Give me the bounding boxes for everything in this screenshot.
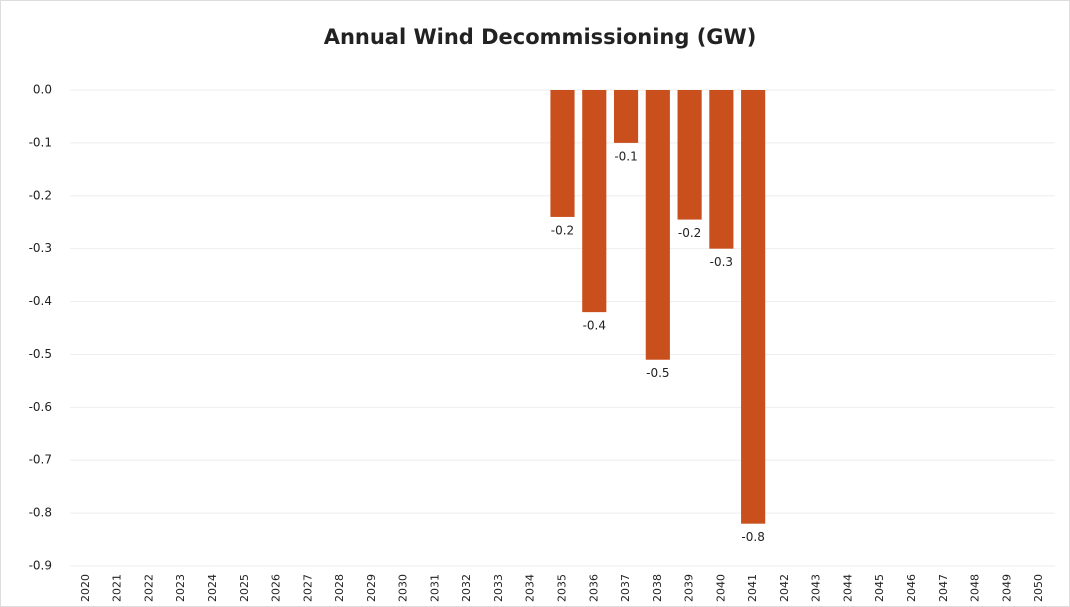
x-tick-label: 2045 xyxy=(873,574,886,602)
y-tick-label: -0.7 xyxy=(29,453,52,467)
x-tick-label: 2032 xyxy=(460,574,473,602)
y-tick-label: -0.6 xyxy=(29,400,52,414)
x-tick-label: 2050 xyxy=(1032,574,1045,602)
x-tick-label: 2033 xyxy=(492,574,505,602)
bar xyxy=(613,90,639,143)
data-label: -0.1 xyxy=(614,149,637,163)
x-tick-label: 2048 xyxy=(969,574,982,602)
x-tick-label: 2047 xyxy=(937,574,950,602)
x-tick-label: 2025 xyxy=(238,574,251,602)
x-tick-label: 2044 xyxy=(841,574,854,602)
data-label: -0.3 xyxy=(710,255,733,269)
x-tick-label: 2022 xyxy=(142,574,155,602)
bar xyxy=(645,90,670,360)
bar xyxy=(582,90,607,313)
x-tick-label: 2030 xyxy=(397,574,410,602)
y-tick-label: -0.2 xyxy=(29,188,52,202)
bar xyxy=(741,90,766,524)
x-tick-label: 2038 xyxy=(651,574,664,602)
y-tick-label: -0.4 xyxy=(29,294,52,308)
x-tick-label: 2023 xyxy=(174,574,187,602)
x-tick-label: 2026 xyxy=(270,574,283,602)
bar xyxy=(709,90,734,249)
x-tick-label: 2036 xyxy=(587,574,600,602)
data-label: -0.2 xyxy=(551,223,574,237)
x-tick-label: 2027 xyxy=(301,574,314,602)
data-label: -0.2 xyxy=(678,226,701,240)
x-tick-label: 2024 xyxy=(206,574,219,602)
data-label: -0.5 xyxy=(646,366,669,380)
x-tick-label: 2028 xyxy=(333,574,346,602)
x-tick-label: 2046 xyxy=(905,574,918,602)
y-tick-label: -0.5 xyxy=(29,347,52,361)
y-tick-label: -0.8 xyxy=(29,506,52,520)
x-tick-label: 2040 xyxy=(714,574,727,602)
x-tick-label: 2049 xyxy=(1000,574,1013,602)
x-tick-label: 2021 xyxy=(111,574,124,602)
x-tick-label: 2031 xyxy=(428,574,441,602)
x-tick-label: 2020 xyxy=(79,574,92,602)
x-tick-label: 2043 xyxy=(810,574,823,602)
data-label: -0.4 xyxy=(583,319,606,333)
data-label: -0.8 xyxy=(741,530,764,544)
x-tick-label: 2042 xyxy=(778,574,791,602)
x-tick-label: 2029 xyxy=(365,574,378,602)
bar xyxy=(550,90,575,217)
x-tick-label: 2037 xyxy=(619,574,632,602)
x-tick-label: 2035 xyxy=(556,574,569,602)
x-tick-label: 2039 xyxy=(683,574,696,602)
y-tick-label: -0.9 xyxy=(29,559,52,573)
y-tick-label: -0.3 xyxy=(29,241,52,255)
y-tick-label: 0.0 xyxy=(33,83,52,97)
x-tick-label: 2041 xyxy=(746,574,759,602)
chart-title: Annual Wind Decommissioning (GW) xyxy=(324,25,757,49)
x-tick-label: 2034 xyxy=(524,574,537,602)
y-tick-label: -0.1 xyxy=(29,135,52,149)
bar xyxy=(677,90,702,220)
